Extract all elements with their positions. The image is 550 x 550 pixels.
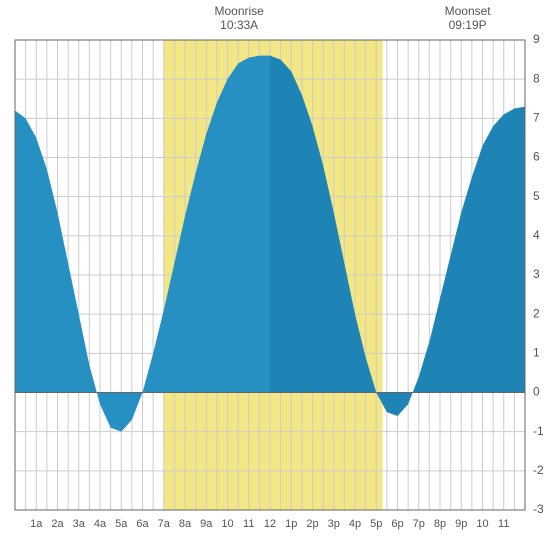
svg-text:10: 10	[476, 518, 488, 530]
svg-text:6a: 6a	[136, 518, 149, 530]
svg-text:-1: -1	[533, 424, 544, 438]
svg-text:1a: 1a	[30, 518, 43, 530]
svg-text:9p: 9p	[455, 518, 467, 530]
svg-text:10: 10	[221, 518, 233, 530]
svg-text:4p: 4p	[349, 518, 361, 530]
svg-text:6: 6	[533, 150, 540, 164]
chart-svg: -3-2-101234567891a2a3a4a5a6a7a8a9a101112…	[0, 0, 550, 550]
tide-chart: -3-2-101234567891a2a3a4a5a6a7a8a9a101112…	[0, 0, 550, 550]
svg-text:3: 3	[533, 267, 540, 281]
svg-text:3a: 3a	[73, 518, 86, 530]
svg-text:2: 2	[533, 306, 540, 320]
svg-text:3p: 3p	[328, 518, 340, 530]
svg-text:11: 11	[498, 518, 509, 530]
svg-text:1p: 1p	[285, 518, 297, 530]
svg-text:2p: 2p	[306, 518, 318, 530]
svg-text:12: 12	[264, 518, 276, 530]
svg-text:7a: 7a	[158, 518, 171, 530]
svg-text:4: 4	[533, 228, 540, 242]
svg-text:2a: 2a	[51, 518, 64, 530]
svg-text:1: 1	[533, 346, 540, 360]
svg-text:5a: 5a	[115, 518, 128, 530]
svg-text:5: 5	[533, 189, 540, 203]
svg-text:4a: 4a	[94, 518, 107, 530]
svg-text:-2: -2	[533, 463, 544, 477]
svg-text:8: 8	[533, 71, 540, 85]
svg-text:9: 9	[533, 32, 540, 46]
svg-text:8p: 8p	[434, 518, 446, 530]
moonset-title: Moonset	[438, 4, 498, 18]
svg-text:6p: 6p	[391, 518, 403, 530]
svg-text:11: 11	[243, 518, 254, 530]
svg-text:-3: -3	[533, 502, 544, 516]
moonset-label: Moonset 09:19P	[438, 4, 498, 33]
moonset-time: 09:19P	[438, 18, 498, 32]
moonrise-label: Moonrise 10:33A	[209, 4, 269, 33]
moonrise-time: 10:33A	[209, 18, 269, 32]
svg-text:0: 0	[533, 385, 540, 399]
moonrise-title: Moonrise	[209, 4, 269, 18]
svg-text:7p: 7p	[413, 518, 425, 530]
svg-text:5p: 5p	[370, 518, 382, 530]
svg-text:7: 7	[533, 111, 540, 125]
svg-text:9a: 9a	[200, 518, 213, 530]
svg-text:8a: 8a	[179, 518, 192, 530]
